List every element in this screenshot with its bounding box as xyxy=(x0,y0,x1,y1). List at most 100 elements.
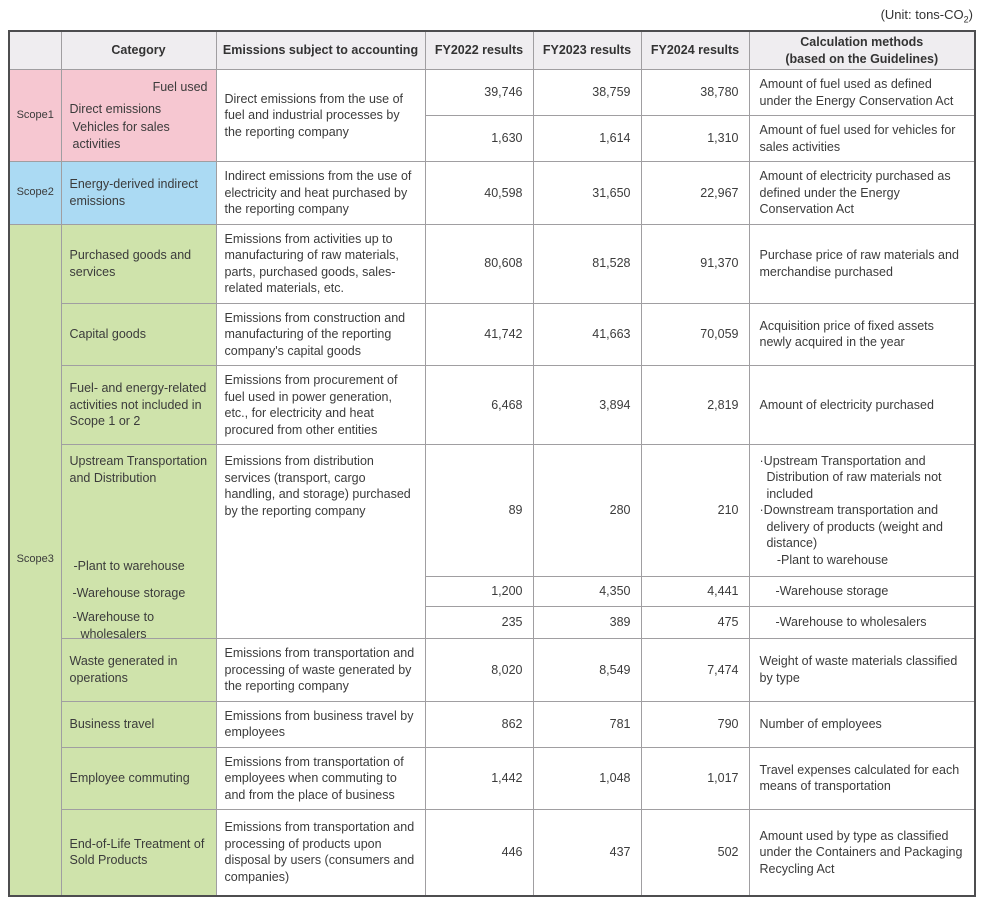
scope3-fuel-energy-description: Emissions from procurement of fuel used … xyxy=(215,365,426,445)
scope3-storage-calc-method: -Warehouse storage xyxy=(748,576,976,607)
header-scope-cell xyxy=(8,30,62,70)
header-emissions-subject: Emissions subject to accounting xyxy=(215,30,426,70)
scope1-fuel-fy2024-value: 38,780 xyxy=(640,69,750,116)
scope3-storage-fy2022-value: 1,200 xyxy=(424,576,534,607)
scope3-upstream-sub-wholesalers: -Warehouse to wholesalers xyxy=(72,610,155,639)
scope3-commuting-description: Emissions from transportation of employe… xyxy=(215,746,426,810)
scope3-commuting-fy2024-value: 1,017 xyxy=(640,746,750,810)
emissions-table: Category Emissions subject to accounting… xyxy=(8,30,976,897)
scope3-waste-category: Waste generated in operations xyxy=(60,638,217,702)
scope1-vehicles-fy2024-value: 1,310 xyxy=(640,115,750,162)
scope3-upstream-fy2024-value: 210 xyxy=(640,444,750,577)
scope1-vehicles-fy2022-value: 1,630 xyxy=(424,115,534,162)
scope3-end-of-life-description: Emissions from transportation and proces… xyxy=(215,809,426,896)
scope3-fuel-energy-calc-method: Amount of electricity purchased xyxy=(748,365,976,445)
scope2-calc-method: Amount of electricity purchased as defin… xyxy=(748,161,976,225)
unit-label-prefix: (Unit: tons-CO xyxy=(880,7,964,22)
scope3-upstream-fy2022-value: 89 xyxy=(424,444,534,577)
scope1-vehicles-fy2023-value: 1,614 xyxy=(532,115,642,162)
scope3-commuting-fy2022-value: 1,442 xyxy=(424,746,534,810)
header-fy2023: FY2023 results xyxy=(532,30,642,70)
scope3-purchased-category: Purchased goods and services xyxy=(60,223,217,304)
scope3-waste-calc-method: Weight of waste materials classified by … xyxy=(748,638,976,702)
scope3-upstream-sub-plant: -Plant to warehouse xyxy=(73,559,185,573)
scope3-storage-fy2024-value: 4,441 xyxy=(640,576,750,607)
scope3-waste-fy2022-value: 8,020 xyxy=(424,638,534,702)
scope3-wholesalers-row: 235 389 475 -Warehouse to wholesalers xyxy=(9,606,976,639)
scope3-purchased-fy2022-value: 80,608 xyxy=(424,223,534,304)
scope3-waste-fy2024-value: 7,474 xyxy=(640,638,750,702)
scope3-end-of-life-fy2024-value: 502 xyxy=(640,809,750,896)
scope3-capital-description: Emissions from construction and manufact… xyxy=(215,302,426,366)
scope3-business-travel-fy2022-value: 862 xyxy=(424,700,534,748)
scope3-label: Scope3 xyxy=(8,223,62,896)
scope3-upstream-category: Upstream Transportation and Distribution xyxy=(69,454,208,485)
scope2-row: Scope2 Energy-derived indirect emissions… xyxy=(8,161,976,225)
scope3-fuel-energy-fy2024-value: 2,819 xyxy=(640,365,750,445)
scope1-subcategory-fuel-used: Fuel used xyxy=(152,80,208,94)
scope3-business-travel-fy2024-value: 790 xyxy=(640,700,750,748)
scope2-category: Energy-derived indirect emissions xyxy=(60,161,217,225)
scope3-waste-description: Emissions from transportation and proces… xyxy=(215,638,426,702)
scope3-business-travel-row: Business travel Emissions from business … xyxy=(9,700,976,748)
scope1-fuel-row: Scope1 Fuel used Direct emissions Vehicl… xyxy=(8,69,976,162)
unit-label-suffix: ) xyxy=(968,7,973,22)
scope2-fy2023-value: 31,650 xyxy=(532,161,642,225)
scope1-vehicles-calc-method: Amount of fuel used for vehicles for sal… xyxy=(748,115,976,162)
scope3-fuel-energy-fy2023-value: 3,894 xyxy=(532,365,642,445)
scope1-fuel-fy2022-value: 39,746 xyxy=(424,69,534,116)
scope3-waste-row: Waste generated in operations Emissions … xyxy=(9,638,976,702)
scope3-end-of-life-calc-method: Amount used by type as classified under … xyxy=(748,809,976,896)
scope1-fuel-calc-method: Amount of fuel used as defined under the… xyxy=(748,69,976,116)
unit-label-subscript: 2 xyxy=(963,14,969,25)
scope2-fy2024-value: 22,967 xyxy=(640,161,750,225)
scope3-waste-fy2023-value: 8,549 xyxy=(532,638,642,702)
scope1-label: Scope1 xyxy=(8,69,62,162)
scope2-emissions-description: Indirect emissions from the use of elect… xyxy=(215,161,426,225)
scope3-business-travel-calc-method: Number of employees xyxy=(748,700,976,748)
scope3-upstream-sub-storage: -Warehouse storage xyxy=(72,586,186,600)
scope3-purchased-calc-method: Purchase price of raw materials and merc… xyxy=(748,223,976,304)
scope3-business-travel-category: Business travel xyxy=(60,700,217,748)
scope3-wholesalers-fy2023-value: 389 xyxy=(532,606,642,639)
scope3-purchased-description: Emissions from activities up to manufact… xyxy=(215,223,426,304)
scope3-capital-calc-method: Acquisition price of fixed assets newly … xyxy=(748,302,976,366)
scope1-subcategory-vehicles: Vehicles for sales activities xyxy=(72,120,170,151)
scope3-capital-fy2024-value: 70,059 xyxy=(640,302,750,366)
scope3-upstream-category-cell: Upstream Transportation and Distribution… xyxy=(60,444,217,639)
scope2-fy2022-value: 40,598 xyxy=(424,161,534,225)
scope1-vehicles-row: 1,630 1,614 1,310 Amount of fuel used fo… xyxy=(9,115,976,162)
scope3-wholesalers-fy2024-value: 475 xyxy=(640,606,750,639)
scope3-purchased-fy2024-value: 91,370 xyxy=(640,223,750,304)
scope3-wholesalers-fy2022-value: 235 xyxy=(424,606,534,639)
scope3-end-of-life-fy2022-value: 446 xyxy=(424,809,534,896)
scope3-commuting-category: Employee commuting xyxy=(60,746,217,810)
scope3-end-of-life-fy2023-value: 437 xyxy=(532,809,642,896)
scope3-fuel-energy-row: Fuel- and energy-related activities not … xyxy=(9,365,976,445)
scope3-upstream-fy2023-value: 280 xyxy=(532,444,642,577)
header-calculation-methods: Calculation methods (based on the Guidel… xyxy=(748,30,976,70)
scope3-upstream-description: Emissions from distribution services (tr… xyxy=(215,444,426,639)
scope3-end-of-life-row: End-of-Life Treatment of Sold Products E… xyxy=(9,809,976,896)
scope1-category-cell: Fuel used Direct emissions Vehicles for … xyxy=(60,69,217,162)
scope1-emissions-description: Direct emissions from the use of fuel an… xyxy=(215,69,426,162)
scope3-commuting-row: Employee commuting Emissions from transp… xyxy=(9,746,976,810)
unit-label: (Unit: tons-CO2) xyxy=(881,7,973,25)
scope3-fuel-energy-category: Fuel- and energy-related activities not … xyxy=(60,365,217,445)
scope3-storage-fy2023-value: 4,350 xyxy=(532,576,642,607)
scope3-end-of-life-category: End-of-Life Treatment of Sold Products xyxy=(60,809,217,896)
header-category: Category xyxy=(60,30,217,70)
scope3-upstream-calc-method: ·Upstream Transportation and Distributio… xyxy=(748,444,976,577)
scope3-commuting-calc-method: Travel expenses calculated for each mean… xyxy=(748,746,976,810)
scope1-fuel-fy2023-value: 38,759 xyxy=(532,69,642,116)
scope3-purchased-row: Scope3 Purchased goods and services Emis… xyxy=(8,223,976,896)
scope3-purchased-fy2023-value: 81,528 xyxy=(532,223,642,304)
scope3-capital-category: Capital goods xyxy=(60,302,217,366)
scope3-business-travel-fy2023-value: 781 xyxy=(532,700,642,748)
scope3-business-travel-description: Emissions from business travel by employ… xyxy=(215,700,426,748)
scope3-fuel-energy-fy2022-value: 6,468 xyxy=(424,365,534,445)
scope1-category-direct-emissions: Direct emissions xyxy=(69,102,162,116)
scope3-commuting-fy2023-value: 1,048 xyxy=(532,746,642,810)
scope3-warehouse-storage-row: 1,200 4,350 4,441 -Warehouse storage xyxy=(9,576,976,607)
scope3-wholesalers-calc-method: -Warehouse to wholesalers xyxy=(748,606,976,639)
